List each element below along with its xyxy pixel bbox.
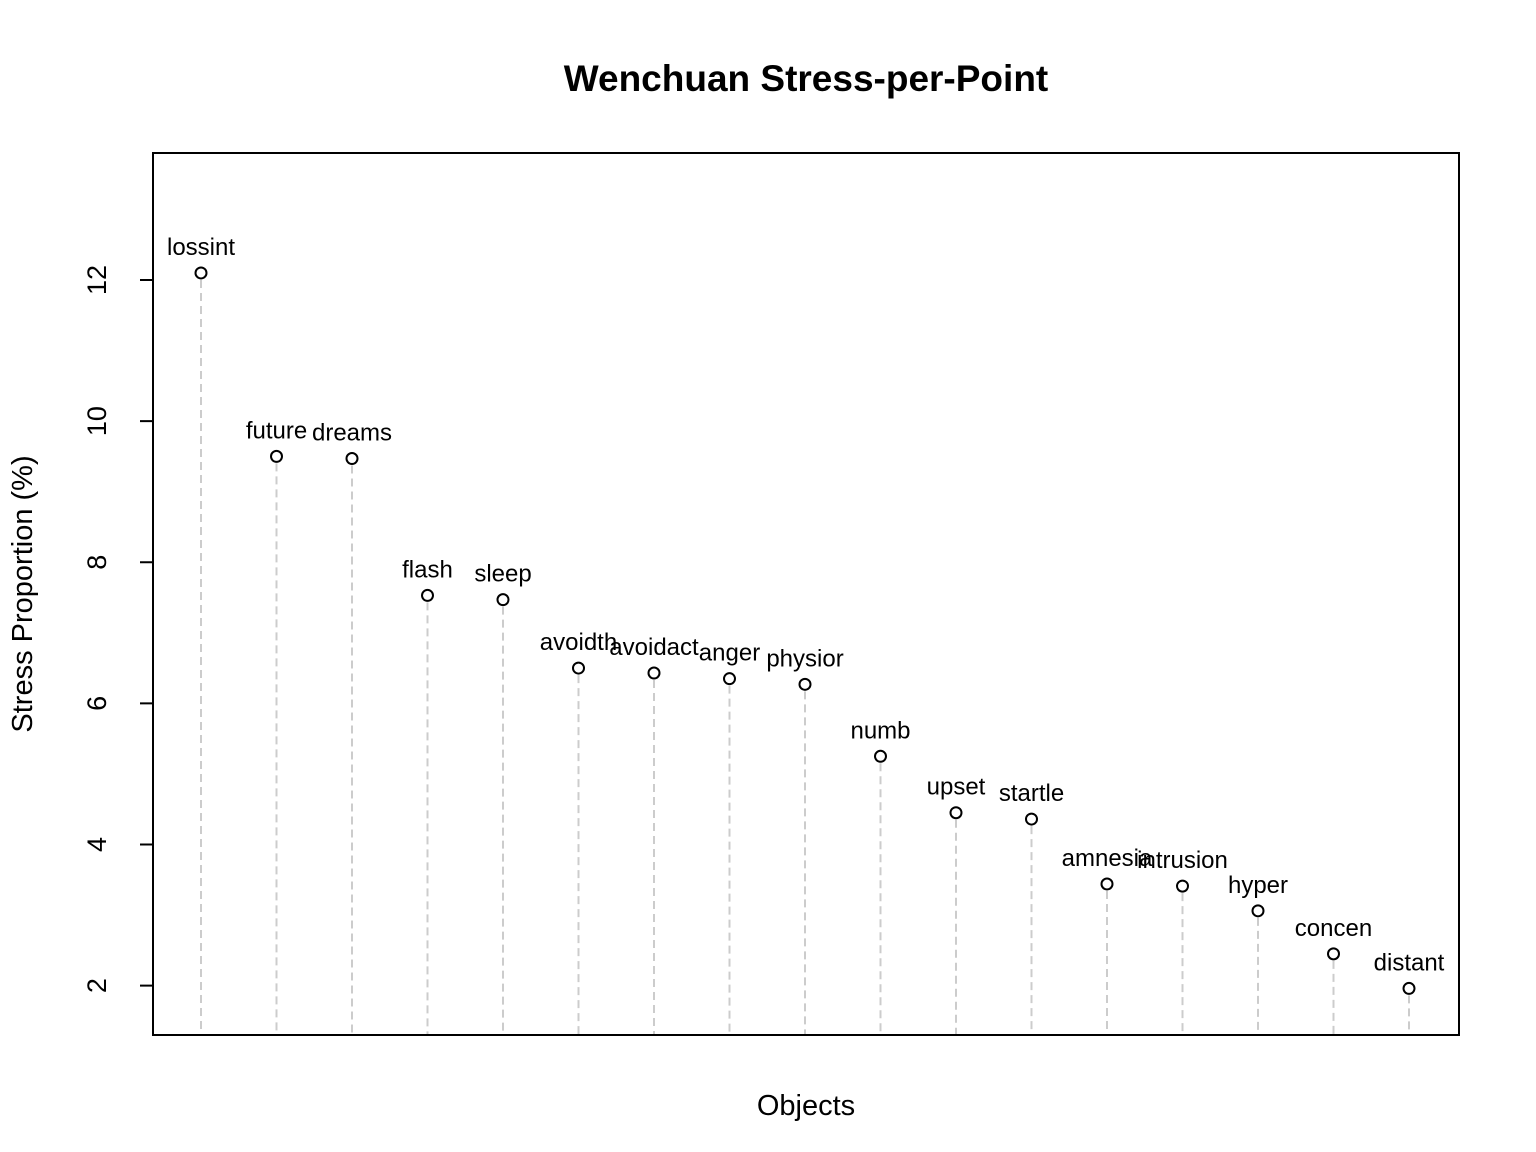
data-point	[723, 672, 736, 686]
point-label: dreams	[312, 420, 392, 447]
point-label: numb	[850, 717, 910, 744]
point-label: startle	[999, 780, 1064, 807]
point-label: hyper	[1228, 872, 1288, 899]
point-label: amnesia	[1062, 845, 1153, 872]
point-label: concen	[1295, 915, 1372, 942]
point-label: future	[246, 417, 307, 444]
y-axis: 2 4 6 8 10 12	[82, 265, 153, 993]
data-point	[345, 452, 359, 466]
plot-frame	[152, 152, 1460, 1036]
data-point	[270, 449, 283, 463]
data-point	[798, 677, 812, 691]
point-label: avoidth	[540, 629, 617, 656]
point-label: sleep	[474, 561, 531, 588]
data-point	[194, 266, 208, 280]
data-point	[496, 593, 510, 607]
point-label: lossint	[167, 234, 235, 261]
data-point	[874, 749, 887, 763]
y-tick-label: 10	[82, 406, 112, 436]
data-point	[1176, 879, 1189, 893]
data-point	[1327, 947, 1340, 961]
data-point	[1025, 812, 1038, 826]
y-tick-label: 6	[82, 696, 112, 711]
data-point	[421, 588, 434, 602]
y-tick-label: 4	[82, 837, 112, 852]
y-tick-label: 2	[82, 978, 112, 993]
data-point	[949, 806, 963, 820]
y-tick-label: 8	[82, 555, 112, 570]
point-label: avoidact	[609, 634, 699, 661]
data-point	[1251, 904, 1265, 918]
y-tick-label: 12	[82, 265, 112, 295]
point-label: physior	[766, 645, 843, 672]
y-axis-label: Stress Proportion (%)	[7, 455, 39, 732]
point-label: anger	[699, 640, 760, 667]
x-axis-label: Objects	[757, 1090, 855, 1122]
data-point	[1100, 877, 1114, 891]
point-label: flash	[402, 556, 453, 583]
data-points	[194, 266, 1416, 995]
chart-title: Wenchuan Stress-per-Point	[564, 58, 1049, 99]
point-label: intrusion	[1137, 847, 1228, 874]
point-label: upset	[927, 774, 986, 801]
drop-lines	[200, 279, 1410, 1035]
data-point	[647, 666, 661, 680]
data-point	[1402, 981, 1416, 995]
point-labels: lossint future dreams flash sleep avoidthavoi…	[167, 234, 1445, 976]
data-point	[572, 661, 585, 675]
point-label: distant	[1374, 949, 1445, 976]
